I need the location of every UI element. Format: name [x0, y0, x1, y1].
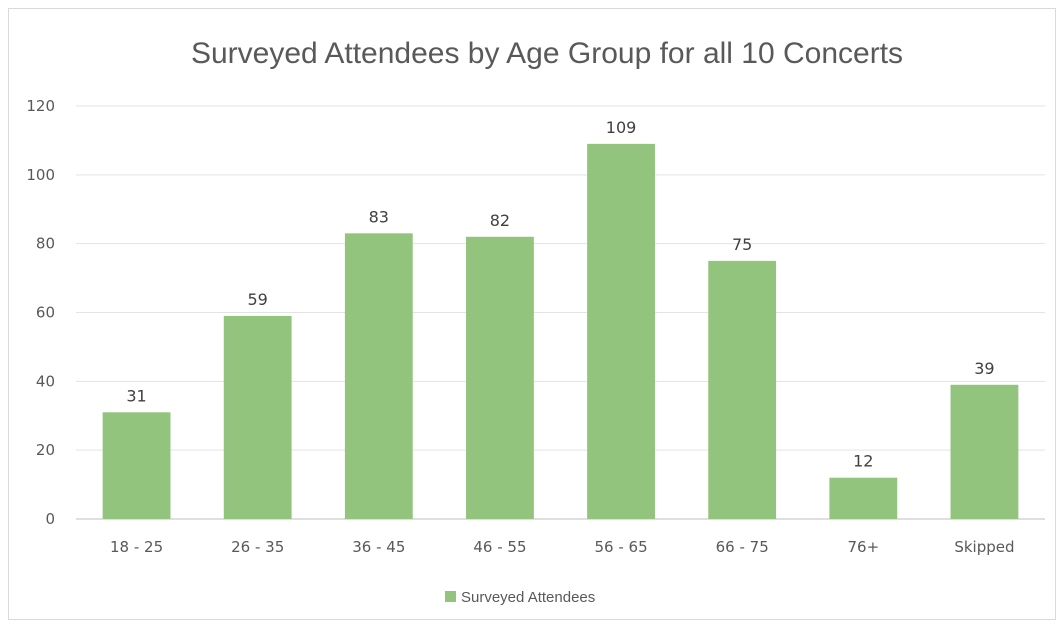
y-tick-label: 0 — [45, 510, 55, 528]
data-label: 39 — [974, 359, 994, 378]
bar — [708, 260, 777, 519]
x-tick-label: 36 - 45 — [352, 538, 405, 556]
y-tick-label: 20 — [36, 441, 55, 459]
gridlines — [76, 105, 1045, 520]
y-tick-label: 120 — [26, 97, 55, 115]
x-tick-label: Skipped — [954, 538, 1014, 556]
y-tick-label: 40 — [36, 372, 55, 390]
data-labels: 31 59 83 82 109 75 12 39 — [126, 118, 994, 471]
x-tick-label: 66 - 75 — [716, 538, 769, 556]
x-tick-label: 26 - 35 — [231, 538, 284, 556]
bar — [950, 384, 1019, 519]
data-label: 109 — [606, 118, 637, 137]
data-label: 31 — [126, 386, 146, 405]
bar — [102, 412, 171, 519]
legend-label: Surveyed Attendees — [461, 589, 595, 606]
y-tick-label: 80 — [36, 235, 55, 253]
y-axis-ticks: 0 20 40 60 80 100 120 — [26, 97, 55, 528]
bar — [466, 236, 534, 520]
bars — [102, 143, 1019, 520]
x-tick-label: 18 - 25 — [110, 538, 163, 556]
data-label: 82 — [490, 211, 510, 230]
bar — [829, 477, 898, 519]
chart-title: Surveyed Attendees by Age Group for all … — [191, 37, 903, 70]
bar — [344, 233, 413, 519]
y-tick-label: 60 — [36, 304, 55, 322]
x-tick-label: 56 - 65 — [595, 538, 648, 556]
bar — [223, 315, 292, 519]
data-label: 59 — [248, 290, 268, 309]
data-label: 83 — [369, 207, 389, 226]
x-tick-label: 46 - 55 — [473, 538, 526, 556]
data-label: 75 — [732, 235, 752, 254]
x-axis-ticks: 18 - 25 26 - 35 36 - 45 46 - 55 56 - 65 66 - … — [110, 538, 1015, 556]
y-tick-label: 100 — [26, 166, 55, 184]
data-label: 12 — [853, 452, 873, 471]
x-tick-label: 76+ — [847, 538, 879, 556]
legend: Surveyed Attendees — [445, 589, 595, 606]
bar — [587, 143, 655, 519]
legend-swatch — [445, 591, 456, 602]
